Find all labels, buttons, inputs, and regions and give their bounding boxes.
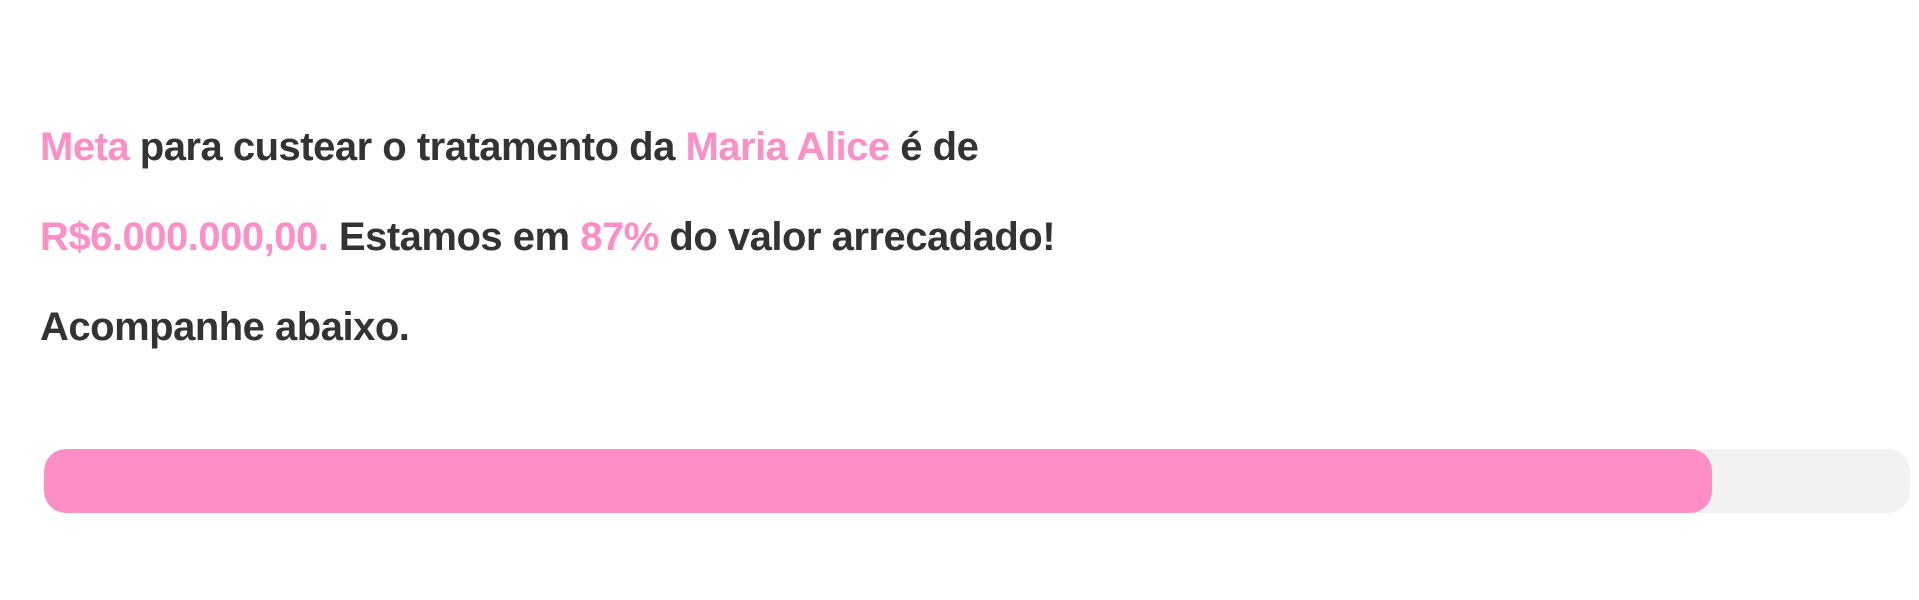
text-segment: Estamos em [328, 215, 581, 259]
text-segment: é de [889, 125, 979, 169]
progress-bar-track [44, 449, 1910, 513]
text-segment: do valor arrecadado! [658, 215, 1056, 259]
fundraising-message: Meta para custear o tratamento da Maria … [40, 102, 1919, 372]
headline-line-2: R$6.000.000,00. Estamos em 87% do valor … [40, 192, 1919, 282]
headline-line-3: Acompanhe abaixo. [40, 282, 1919, 372]
text-segment: para custear o tratamento da [129, 125, 686, 169]
highlight-goal-amount: R$6.000.000,00. [40, 215, 329, 259]
highlight-percentage: 87% [580, 215, 659, 259]
headline-line-1: Meta para custear o tratamento da Maria … [40, 102, 1919, 192]
text-segment: Acompanhe abaixo. [40, 305, 410, 349]
highlight-beneficiary-name: Maria Alice [685, 125, 890, 169]
headline: Meta para custear o tratamento da Maria … [40, 102, 1919, 372]
progress-bar-fill [44, 449, 1713, 513]
highlight-meta: Meta [40, 125, 130, 169]
